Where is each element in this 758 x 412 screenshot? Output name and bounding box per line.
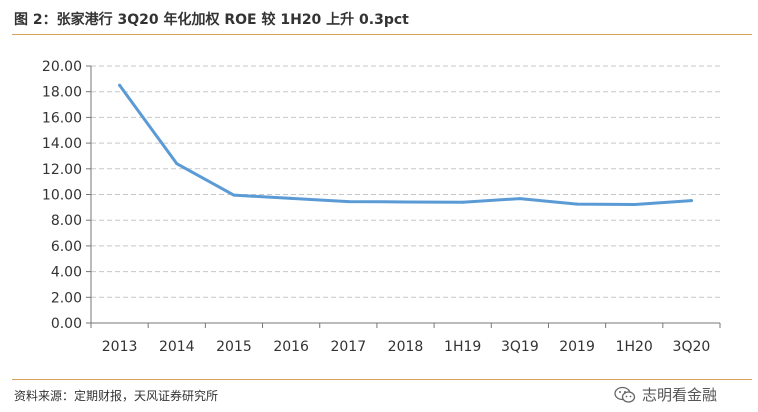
watermark: 志明看金融 bbox=[614, 384, 717, 405]
series-lines bbox=[118, 83, 693, 207]
data-point bbox=[118, 83, 122, 87]
data-point bbox=[346, 200, 350, 204]
y-tick-label: 8.00 bbox=[51, 213, 82, 229]
data-point bbox=[575, 202, 579, 206]
data-point bbox=[632, 203, 636, 207]
y-tick-label: 12.00 bbox=[42, 162, 82, 178]
wechat-icon bbox=[614, 386, 636, 403]
x-tick-label: 1H19 bbox=[444, 339, 481, 355]
title-divider bbox=[12, 34, 752, 35]
x-tick-label: 2014 bbox=[159, 339, 195, 355]
data-point bbox=[518, 197, 522, 201]
y-tick-label: 6.00 bbox=[51, 239, 82, 255]
data-point bbox=[461, 200, 465, 204]
y-tick-label: 10.00 bbox=[42, 188, 82, 204]
watermark-text: 志明看金融 bbox=[642, 386, 718, 404]
grid-lines bbox=[91, 65, 720, 298]
x-tick-label: 2017 bbox=[330, 339, 366, 355]
data-point bbox=[404, 200, 407, 204]
data-point bbox=[232, 193, 236, 197]
data-point bbox=[175, 162, 179, 166]
x-tick-label: 1H20 bbox=[616, 339, 653, 355]
x-tick-label: 2019 bbox=[559, 339, 595, 355]
roe-line-chart: 0.00 2.00 4.00 6.00 8.00 10.00 12.00 14.00 16.00… bbox=[42, 59, 721, 355]
x-tick-label: 3Q19 bbox=[501, 339, 539, 355]
y-tick-label: 0.00 bbox=[51, 316, 82, 332]
x-tick-labels: 2013 2014 2015 2016 2017 2018 1H19 3Q19 2019 1H20… bbox=[102, 339, 711, 355]
footer-divider bbox=[12, 379, 752, 380]
chart-title: 图 2：张家港行 3Q20 年化加权 ROE 较 1H20 上升 0.3pct bbox=[14, 12, 409, 28]
y-tick-label: 2.00 bbox=[51, 290, 82, 306]
y-tick-label: 16.00 bbox=[42, 110, 82, 126]
series-line bbox=[118, 83, 693, 207]
x-tick-label: 2018 bbox=[388, 339, 424, 355]
y-tick-label: 4.00 bbox=[51, 265, 82, 281]
data-point bbox=[689, 199, 693, 203]
x-tick-label: 3Q20 bbox=[673, 339, 711, 355]
x-tick-label: 2013 bbox=[102, 339, 138, 355]
x-tick-label: 2016 bbox=[273, 339, 309, 355]
y-tick-labels: 0.00 2.00 4.00 6.00 8.00 10.00 12.00 14.00 16.00… bbox=[42, 59, 82, 332]
y-tick-label: 20.00 bbox=[42, 59, 82, 75]
data-point bbox=[289, 196, 293, 200]
y-tick-label: 14.00 bbox=[42, 136, 82, 152]
y-tick-label: 18.00 bbox=[42, 85, 82, 101]
source-note: 资料来源：定期财报，天风证券研究所 bbox=[14, 389, 219, 403]
x-tick-label: 2015 bbox=[216, 339, 252, 355]
axes bbox=[86, 65, 721, 328]
